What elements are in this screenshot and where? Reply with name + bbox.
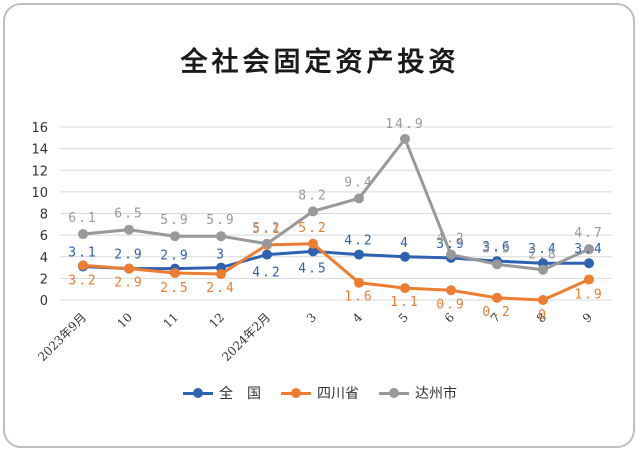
x-tick-label-2: 11: [160, 310, 181, 331]
y-tick-label-12: 12: [31, 164, 48, 179]
series-1-point-2: [170, 267, 180, 278]
series-2-point-11: [584, 244, 594, 255]
series-2-point-4: [262, 238, 272, 249]
x-tick-label-5: 3: [304, 310, 319, 325]
data-label-s2-1: 6.5: [114, 207, 143, 222]
data-label-s2-6: 9.4: [344, 175, 373, 190]
series-2-point-9: [492, 259, 502, 270]
chart-title: 全社会固定资产投资: [180, 47, 460, 78]
x-tick-label-6: 4: [350, 310, 366, 326]
series-1-point-0: [78, 260, 88, 271]
data-label-s2-4: 5.2: [252, 221, 281, 236]
legend: 全 国 四川省 达州市: [0, 383, 640, 403]
x-tick-label-11: 9: [580, 310, 595, 325]
data-label-s1-5: 5.2: [298, 221, 327, 236]
series-2-point-1: [124, 224, 134, 235]
series-line-1: [82, 242, 590, 302]
series-2-point-3: [216, 231, 226, 242]
y-tick-label-8: 8: [40, 208, 48, 223]
x-tick-label-8: 6: [442, 310, 457, 325]
data-label-s1-11: 1.9: [574, 287, 603, 302]
data-label-s0-6: 4.2: [344, 234, 373, 249]
data-label-s0-9: 3.6: [482, 240, 511, 255]
data-label-s2-10: 2.8: [528, 248, 557, 263]
series-2-point-10: [538, 264, 548, 275]
legend-swatch-national: [183, 387, 213, 398]
legend-item-dazhou: 达州市: [379, 383, 457, 403]
y-tick-label-14: 14: [31, 143, 48, 158]
legend-item-national: 全 国: [183, 383, 261, 403]
data-label-s0-7: 4: [400, 236, 410, 251]
data-label-s1-2: 2.5: [160, 281, 189, 296]
series-line-2: [82, 137, 590, 272]
legend-label-dazhou: 达州市: [415, 386, 457, 402]
legend-swatch-dazhou: [379, 387, 409, 398]
series-1-point-10: [538, 295, 548, 305]
series-2-point-2: [170, 231, 180, 242]
x-tick-label-3: 12: [206, 310, 227, 331]
series-2-point-7: [400, 133, 410, 144]
data-label-s1-6: 1.6: [344, 290, 373, 305]
series-1-point-6: [354, 277, 364, 288]
series-0-point-4: [262, 249, 272, 260]
series-2-point-8: [446, 249, 456, 260]
legend-label-sichuan: 四川省: [317, 386, 359, 402]
data-label-s1-4: 5.1: [252, 222, 281, 237]
x-tick-label-0: 2023年9月: [35, 310, 89, 364]
data-label-s0-11: 3.4: [574, 242, 603, 257]
data-label-s1-8: 0.9: [436, 297, 465, 312]
data-label-s2-11: 4.7: [574, 226, 603, 241]
data-label-s1-10: 0: [538, 308, 548, 323]
data-label-s1-3: 2.4: [206, 281, 235, 296]
data-label-s2-3: 5.9: [206, 213, 235, 228]
series-1-point-9: [492, 292, 502, 303]
data-label-s0-3: 3: [216, 248, 226, 263]
x-tick-label-7: 5: [396, 310, 411, 325]
data-label-s0-1: 2.9: [114, 248, 143, 263]
series-0-point-5: [308, 246, 318, 257]
series-line-0: [82, 249, 589, 271]
chart-frame: [3, 3, 635, 448]
x-tick-label-1: 10: [114, 310, 135, 331]
data-label-s2-2: 5.9: [160, 213, 189, 228]
data-label-s0-0: 3.1: [68, 245, 97, 260]
data-label-s0-2: 2.9: [160, 249, 189, 264]
data-label-s2-7: 14.9: [385, 117, 424, 132]
data-label-s0-5: 4.5: [298, 261, 327, 276]
series-1-point-11: [584, 274, 594, 285]
series-2-point-0: [78, 229, 88, 240]
y-tick-label-0: 0: [40, 294, 48, 309]
series-1-point-3: [216, 269, 226, 280]
legend-swatch-sichuan: [281, 387, 311, 398]
series-0-point-6: [354, 249, 364, 260]
data-label-s2-5: 8.2: [298, 188, 327, 203]
y-tick-label-10: 10: [31, 186, 48, 201]
series-2-point-6: [354, 193, 364, 204]
data-label-s1-9: 0.2: [482, 305, 511, 320]
series-1-point-1: [124, 263, 134, 274]
data-label-s0-4: 4.2: [252, 266, 281, 281]
series-0-point-11: [584, 258, 594, 269]
data-label-s0-10: 3.4: [528, 242, 557, 257]
data-label-s0-8: 3.9: [436, 237, 465, 252]
x-tick-label-4: 2024年2月: [219, 310, 273, 364]
series-1-point-7: [400, 283, 410, 294]
data-label-s2-9: 3.3: [482, 241, 511, 256]
data-label-s1-0: 3.2: [68, 273, 97, 288]
legend-label-national: 全 国: [219, 386, 261, 402]
series-1-point-5: [308, 238, 318, 249]
series-2-point-5: [308, 206, 318, 217]
legend-item-sichuan: 四川省: [281, 383, 359, 403]
data-label-s2-8: 4.2: [436, 232, 465, 247]
series-1-point-8: [446, 285, 456, 296]
data-label-s1-7: 1.1: [390, 295, 419, 310]
y-tick-label-4: 4: [40, 251, 48, 266]
y-tick-label-16: 16: [31, 121, 48, 136]
data-label-s2-0: 6.1: [68, 211, 97, 226]
y-tick-label-2: 2: [40, 272, 48, 287]
data-label-s1-1: 2.9: [114, 276, 143, 291]
series-0-point-7: [400, 251, 410, 262]
y-tick-label-6: 6: [40, 229, 48, 244]
